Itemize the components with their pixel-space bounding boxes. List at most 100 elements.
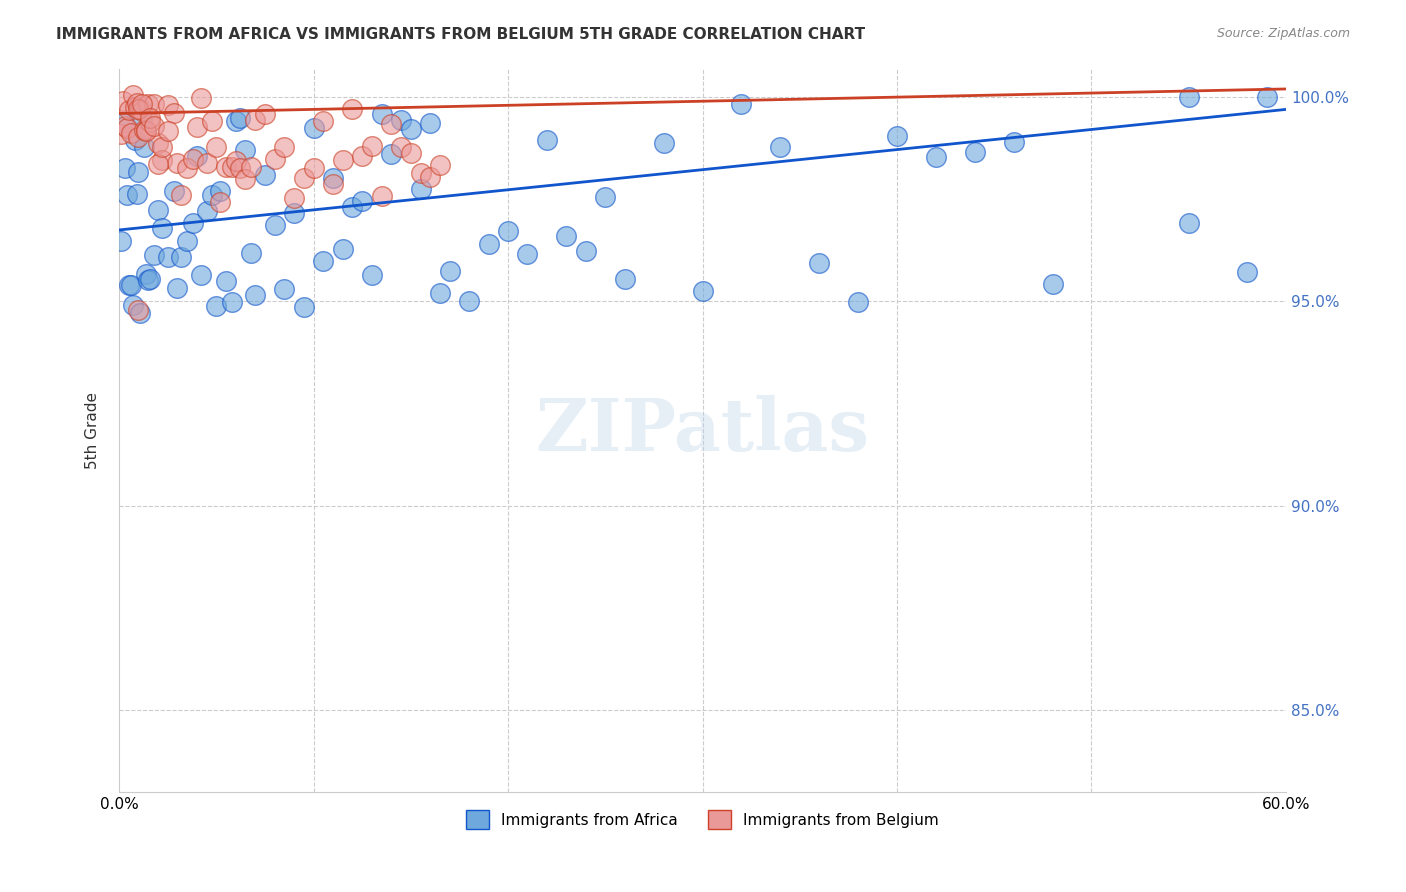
Point <box>156 124 179 138</box>
Point <box>143 97 166 112</box>
Point <box>342 102 364 116</box>
Point <box>120 126 142 140</box>
Point <box>846 295 869 310</box>
Point <box>419 169 441 184</box>
Point <box>124 100 146 114</box>
Point <box>110 234 132 248</box>
Point <box>146 157 169 171</box>
Point <box>215 160 238 174</box>
Point <box>886 128 908 143</box>
Point <box>166 156 188 170</box>
Point <box>399 145 422 160</box>
Point <box>253 107 276 121</box>
Point <box>1256 90 1278 104</box>
Point <box>283 191 305 205</box>
Point <box>150 140 173 154</box>
Point <box>409 182 432 196</box>
Point <box>124 133 146 147</box>
Point <box>134 140 156 154</box>
Point <box>240 245 263 260</box>
Point <box>121 298 143 312</box>
Point <box>176 161 198 176</box>
Point <box>170 250 193 264</box>
Point <box>352 194 374 208</box>
Point <box>146 136 169 150</box>
Point <box>322 171 344 186</box>
Point <box>409 166 432 180</box>
Point <box>769 140 792 154</box>
Point <box>131 97 153 112</box>
Point <box>963 145 986 159</box>
Point <box>139 115 162 129</box>
Point <box>360 139 382 153</box>
Point <box>125 187 148 202</box>
Point <box>150 221 173 235</box>
Point <box>263 153 285 167</box>
Point <box>360 268 382 282</box>
Point <box>312 253 335 268</box>
Point <box>1042 277 1064 292</box>
Point <box>135 123 157 137</box>
Point <box>1236 265 1258 279</box>
Point <box>162 106 184 120</box>
Point <box>186 148 208 162</box>
Point <box>131 112 153 126</box>
Point <box>118 278 141 293</box>
Text: Source: ZipAtlas.com: Source: ZipAtlas.com <box>1216 27 1350 40</box>
Point <box>209 185 232 199</box>
Point <box>312 114 335 128</box>
Point <box>555 228 578 243</box>
Point <box>156 97 179 112</box>
Point <box>110 127 132 141</box>
Point <box>114 119 136 133</box>
Point <box>652 136 675 150</box>
Point <box>808 256 831 270</box>
Point <box>181 152 204 166</box>
Y-axis label: 5th Grade: 5th Grade <box>86 392 100 468</box>
Point <box>322 177 344 191</box>
Text: IMMIGRANTS FROM AFRICA VS IMMIGRANTS FROM BELGIUM 5TH GRADE CORRELATION CHART: IMMIGRANTS FROM AFRICA VS IMMIGRANTS FRO… <box>56 27 865 42</box>
Point <box>190 268 212 282</box>
Point <box>146 202 169 217</box>
Point <box>925 150 948 164</box>
Point <box>114 161 136 175</box>
Point <box>205 140 228 154</box>
Point <box>143 119 166 133</box>
Point <box>221 295 243 310</box>
Point <box>195 156 218 170</box>
Point <box>429 286 451 301</box>
Point <box>129 102 152 116</box>
Point <box>228 111 250 125</box>
Point <box>162 185 184 199</box>
Point <box>215 274 238 288</box>
Point <box>128 165 150 179</box>
Point <box>342 200 364 214</box>
Point <box>240 161 263 175</box>
Point <box>380 117 402 131</box>
Point <box>225 153 247 168</box>
Point <box>139 272 162 286</box>
Point <box>128 130 150 145</box>
Point <box>292 300 315 314</box>
Point <box>118 103 141 117</box>
Point <box>166 281 188 295</box>
Point <box>613 272 636 286</box>
Point <box>429 158 451 172</box>
Point <box>419 116 441 130</box>
Point <box>125 95 148 110</box>
Point <box>209 195 232 210</box>
Point <box>111 94 134 108</box>
Point <box>389 140 412 154</box>
Point <box>129 306 152 320</box>
Point <box>292 170 315 185</box>
Point <box>283 206 305 220</box>
Point <box>575 244 598 258</box>
Point <box>115 121 138 136</box>
Point <box>121 87 143 102</box>
Point <box>332 243 354 257</box>
Point <box>263 218 285 232</box>
Point <box>115 188 138 202</box>
Point <box>477 236 499 251</box>
Point <box>170 187 193 202</box>
Point <box>228 161 250 175</box>
